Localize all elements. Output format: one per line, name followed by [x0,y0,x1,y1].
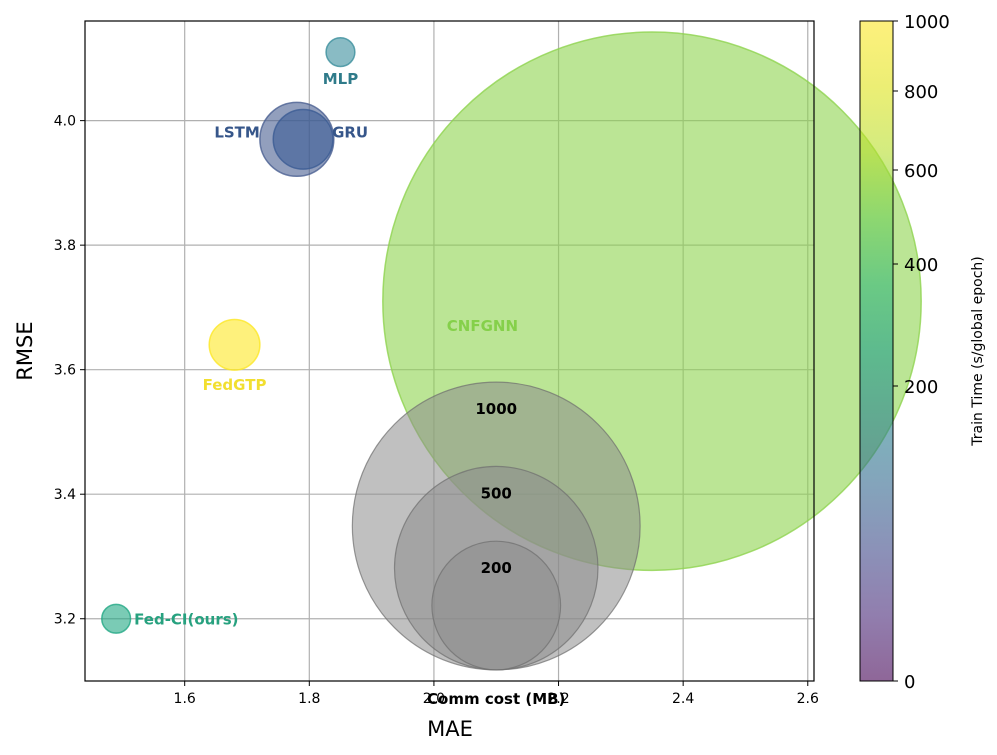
x-tick-label: 2.4 [672,691,694,707]
x-tick-label: 1.8 [298,691,320,707]
y-tick-label: 3.4 [54,487,76,503]
size-legend-title: Comm cost (MB) [427,690,565,708]
y-axis: 3.2 3.4 3.6 3.8 4.0 [54,114,85,628]
size-legend-value: 1000 [475,400,517,418]
y-tick-label: 3.2 [54,612,76,628]
colorbar-ticks: 0 200 400 600 800 1000 [893,12,950,693]
x-tick-label: 1.6 [174,691,196,707]
bubble-fedgtp [208,318,261,371]
size-legend-value: 500 [481,484,512,502]
colorbar-tick-label: 400 [904,255,938,276]
bubble-label: GRU [332,123,368,141]
colorbar [860,21,893,681]
size-legend: 1000 500 200 Comm cost (MB) [351,381,641,708]
colorbar-tick-label: 600 [904,161,938,182]
x-tick-label: 2.2 [547,691,569,707]
bubble-label: CNFGNN [447,317,518,335]
bubble-label: Fed-CI(ours) [134,611,238,629]
colorbar-frame [859,20,894,682]
x-axis: 1.6 1.8 2.0 2.2 2.4 2.6 [174,681,819,707]
size-legend-circle [431,540,562,671]
colorbar-tick-label: 0 [904,672,915,693]
y-tick-label: 4.0 [54,114,76,130]
size-legend-value: 200 [481,559,512,577]
y-tick-label: 3.8 [54,238,76,254]
bubble-mlp [325,36,356,68]
x-tick-label: 2.0 [423,691,445,707]
bubble-label: FedGTP [203,376,267,394]
bubble-label: LSTM [214,123,260,141]
colorbar-tick-label: 1000 [904,12,950,33]
point-labels: MLP LSTM GRU CNFGNN FedGTP Fed-CI(ours) [134,70,518,629]
plot-frame [84,20,815,682]
x-axis-label: MAE [427,717,473,741]
colorbar-tick-label: 800 [904,82,938,103]
y-tick-label: 3.6 [54,363,76,379]
bubble-gru [272,108,334,170]
bubble-fed-ci-ours [101,603,132,634]
colorbar-tick-label: 200 [904,377,938,398]
x-tick-label: 2.6 [797,691,819,707]
bubble-label: MLP [323,70,358,88]
colorbar-label: Train Time (s/global epoch) [970,256,986,446]
y-axis-label: RMSE [13,321,37,380]
